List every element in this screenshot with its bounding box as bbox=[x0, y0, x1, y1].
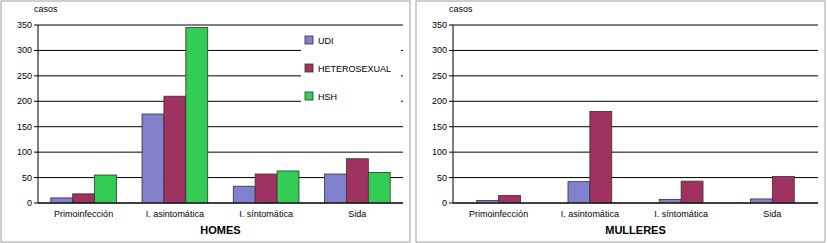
tick-label: 100 bbox=[432, 147, 447, 157]
tick-mark bbox=[34, 101, 38, 102]
tick-mark bbox=[449, 203, 453, 204]
tick-mark bbox=[34, 177, 38, 178]
bar bbox=[750, 199, 772, 203]
x-axis bbox=[453, 203, 818, 204]
bar bbox=[186, 28, 208, 203]
tick-label: 250 bbox=[432, 71, 447, 81]
bar bbox=[255, 174, 277, 203]
category-label: I. síntomática bbox=[654, 209, 708, 219]
category-label: I. asintomática bbox=[561, 209, 619, 219]
bar bbox=[346, 159, 368, 203]
grid-line bbox=[453, 50, 818, 51]
grid-line bbox=[453, 75, 818, 76]
category-label: Sida bbox=[763, 209, 781, 219]
panel: 0 50 100 150 200 250 300 350 Primoinfección I. as… bbox=[416, 1, 825, 242]
category-label: Sida bbox=[348, 209, 366, 219]
legend-swatch bbox=[305, 92, 313, 100]
tick-label: 50 bbox=[22, 173, 32, 183]
tick-label: 150 bbox=[17, 122, 32, 132]
panel-frame bbox=[1, 1, 410, 242]
y-axis bbox=[453, 25, 454, 203]
tick-mark bbox=[449, 126, 453, 127]
grid-line bbox=[38, 25, 403, 26]
tick-mark bbox=[449, 152, 453, 153]
bar bbox=[73, 194, 95, 203]
tick-label: 300 bbox=[17, 45, 32, 55]
bar bbox=[277, 171, 299, 203]
bar bbox=[590, 111, 612, 203]
legend-label: HSH bbox=[318, 92, 337, 102]
bar bbox=[233, 186, 255, 203]
tick-label: 200 bbox=[432, 96, 447, 106]
tick-label: 0 bbox=[442, 198, 447, 208]
bar bbox=[164, 96, 186, 203]
bar bbox=[142, 114, 164, 203]
legend: UDI HETEROSEXUAL HSH bbox=[301, 30, 401, 106]
tick-mark bbox=[34, 75, 38, 76]
legend-label: UDI bbox=[318, 36, 334, 46]
y-axis-label: casos bbox=[34, 4, 58, 14]
grid-line bbox=[38, 126, 403, 127]
tick-label: 100 bbox=[17, 147, 32, 157]
bar bbox=[325, 174, 347, 203]
grid-line bbox=[453, 126, 818, 127]
tick-mark bbox=[34, 25, 38, 26]
legend-swatch bbox=[305, 64, 313, 72]
grid-line bbox=[38, 203, 403, 204]
bar bbox=[659, 199, 681, 203]
chart-root: 0 50 100 150 200 250 300 350 Primoinfección I. as… bbox=[0, 0, 827, 243]
x-axis-label: HOMES bbox=[200, 224, 240, 236]
panel-frame bbox=[416, 1, 825, 242]
x-axis bbox=[38, 203, 403, 204]
grid-line bbox=[453, 177, 818, 178]
tick-mark bbox=[34, 152, 38, 153]
tick-mark bbox=[34, 203, 38, 204]
tick-label: 350 bbox=[17, 20, 32, 30]
tick-label: 350 bbox=[432, 20, 447, 30]
tick-label: 0 bbox=[27, 198, 32, 208]
tick-label: 250 bbox=[17, 71, 32, 81]
tick-mark bbox=[449, 50, 453, 51]
bars bbox=[477, 111, 795, 203]
bar bbox=[681, 181, 703, 203]
bar bbox=[568, 182, 590, 203]
tick-label: 200 bbox=[17, 96, 32, 106]
grid-line bbox=[453, 25, 818, 26]
y-axis bbox=[38, 25, 39, 203]
category-label: Primoinfección bbox=[54, 209, 113, 219]
panel: 0 50 100 150 200 250 300 350 Primoinfección I. as… bbox=[1, 1, 410, 242]
grid-line bbox=[453, 152, 818, 153]
tick-mark bbox=[34, 50, 38, 51]
legend-swatch bbox=[305, 36, 313, 44]
legend-box bbox=[301, 30, 401, 106]
bar bbox=[368, 172, 390, 203]
grid-line bbox=[453, 101, 818, 102]
tick-mark bbox=[34, 126, 38, 127]
grid-line bbox=[453, 203, 818, 204]
bar bbox=[772, 177, 794, 203]
tick-mark bbox=[449, 177, 453, 178]
category-label: Primoinfección bbox=[469, 209, 528, 219]
bar bbox=[95, 175, 117, 203]
y-axis-label: casos bbox=[449, 4, 473, 14]
tick-label: 300 bbox=[432, 45, 447, 55]
tick-mark bbox=[449, 101, 453, 102]
bar bbox=[51, 198, 73, 203]
tick-mark bbox=[449, 25, 453, 26]
tick-label: 50 bbox=[437, 173, 447, 183]
category-label: I. síntomática bbox=[239, 209, 293, 219]
tick-mark bbox=[449, 75, 453, 76]
legend-label: HETEROSEXUAL bbox=[318, 64, 391, 74]
bar bbox=[499, 195, 521, 203]
grid-line bbox=[38, 152, 403, 153]
tick-label: 150 bbox=[432, 122, 447, 132]
category-label: I. asintomática bbox=[146, 209, 204, 219]
x-axis-label: MULLERES bbox=[605, 224, 666, 236]
